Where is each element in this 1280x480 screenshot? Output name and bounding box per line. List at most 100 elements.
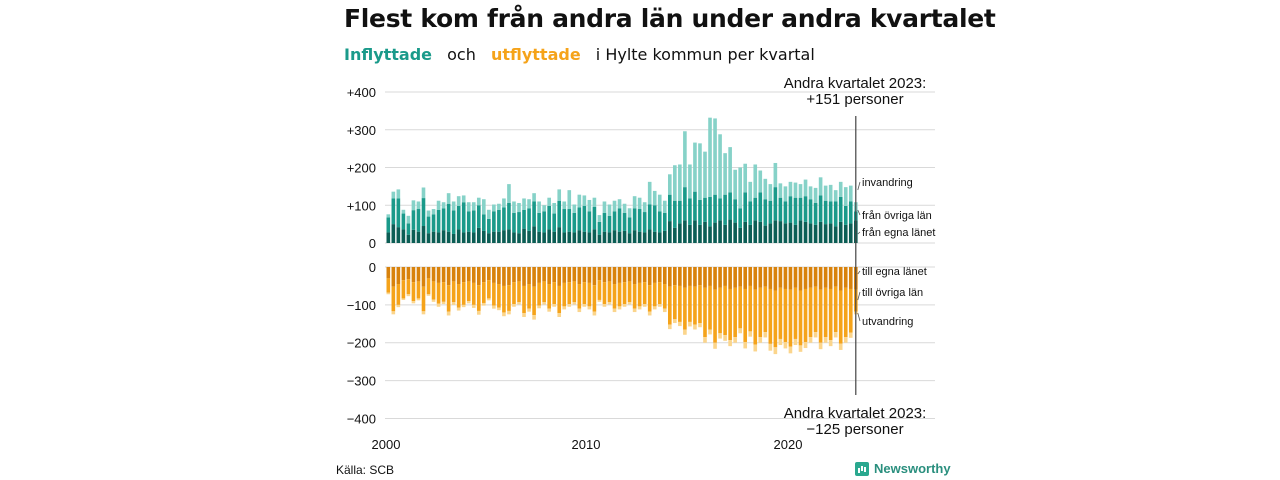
bar-segment-utvandring (627, 302, 632, 305)
bar-segment-från-egna-länet (562, 232, 567, 243)
bar-segment-från-egna-länet (698, 224, 702, 243)
bar-segment-invandring (607, 204, 612, 216)
bar-segment-utvandring (733, 337, 737, 343)
series-label-fran-ovriga-lan: från övriga län (862, 210, 932, 222)
bar-segment-invandring (718, 134, 722, 199)
bar-segment-invandring (678, 164, 682, 201)
bar-segment-från-egna-länet (748, 224, 753, 243)
bar-segment-invandring (748, 181, 753, 202)
bar-segment-utvandring (456, 307, 461, 311)
bar-segment-från-övriga-län (426, 216, 431, 234)
bar-segment-utvandring (713, 342, 717, 349)
bar-segment-från-övriga-län (788, 196, 793, 223)
series-label-till-ovriga-lan: till övriga län (862, 287, 923, 299)
bar-segment-till-egna-länet (783, 267, 788, 289)
bar-segment-invandring (577, 194, 582, 208)
bar-segment-utvandring (632, 308, 637, 313)
bar-segment-till-övriga-län (552, 282, 557, 305)
bar-segment-utvandring (421, 311, 426, 315)
bar-segment-från-övriga-län (502, 207, 506, 231)
bar-segment-utvandring (517, 302, 521, 305)
bar-segment-från-egna-länet (391, 224, 396, 243)
bar-segment-från-egna-länet (808, 223, 813, 243)
bar-segment-utvandring (818, 342, 823, 350)
bar-segment-till-övriga-län (401, 280, 406, 299)
bar-segment-från-övriga-län (602, 212, 607, 232)
bar-segment-utvandring (753, 344, 758, 352)
bar-segment-invandring (597, 215, 602, 222)
bar-segment-till-övriga-län (637, 282, 642, 307)
bar-segment-invandring (552, 202, 557, 214)
bar-segment-från-egna-länet (793, 224, 798, 243)
y-tick-label: 0 (369, 236, 376, 251)
bar-segment-från-egna-länet (401, 229, 406, 243)
bar-segment-till-egna-länet (552, 267, 557, 283)
bar-segment-från-egna-länet (713, 222, 717, 243)
bar-segment-från-övriga-län (823, 200, 828, 225)
bar-segment-utvandring (527, 308, 531, 312)
bar-segment-till-övriga-län (517, 281, 521, 303)
bars-outflow (386, 267, 858, 355)
bar-segment-från-egna-länet (743, 221, 748, 243)
bar-segment-till-egna-länet (441, 267, 446, 283)
bar-segment-till-egna-länet (823, 267, 828, 288)
bar-segment-utvandring (738, 328, 742, 334)
bar-segment-invandring (803, 179, 808, 197)
bar-segment-till-egna-länet (838, 267, 843, 291)
bar-segment-från-egna-länet (582, 231, 587, 243)
bar-segment-invandring (532, 193, 536, 202)
bar-segment-till-egna-länet (482, 267, 486, 283)
bar-segment-till-övriga-län (502, 285, 506, 313)
bar-segment-utvandring (678, 321, 682, 327)
bar-segment-till-egna-länet (492, 267, 496, 283)
bar-segment-till-övriga-län (461, 282, 466, 305)
bar-segment-till-egna-länet (471, 267, 476, 283)
bar-segment-invandring (497, 203, 501, 210)
bar-segment-från-övriga-län (738, 208, 742, 228)
bar-segment-invandring (627, 208, 632, 218)
bar-segment-från-övriga-län (763, 199, 768, 226)
bar-segment-till-övriga-län (507, 285, 511, 311)
bar-segment-från-övriga-län (758, 192, 763, 222)
bar-segment-från-övriga-län (401, 213, 406, 230)
bar-segment-till-övriga-län (733, 287, 737, 338)
bar-segment-utvandring (492, 305, 496, 309)
bar-segment-invandring (693, 142, 697, 192)
bar-segment-till-egna-länet (748, 267, 753, 286)
bar-segment-till-övriga-län (492, 282, 496, 306)
bar-segment-utvandring (647, 311, 652, 316)
bar-segment-från-övriga-län (532, 201, 536, 227)
bar-segment-till-övriga-län (778, 287, 783, 339)
bar-segment-till-egna-länet (487, 267, 491, 281)
bar-segment-från-egna-länet (602, 231, 607, 243)
bar-segment-till-egna-länet (497, 267, 501, 285)
y-tick-label: +200 (347, 161, 376, 176)
x-tick-label: 2000 (372, 437, 401, 452)
bar-segment-till-övriga-län (617, 282, 622, 307)
bar-segment-till-övriga-län (632, 284, 637, 309)
bar-segment-från-egna-länet (436, 232, 441, 243)
bar-segment-från-övriga-län (517, 212, 521, 234)
bar-segment-till-egna-länet (386, 267, 391, 279)
y-tick-label: −400 (347, 411, 376, 426)
bar-segment-till-egna-länet (466, 267, 471, 282)
bar-segment-från-övriga-län (642, 212, 647, 233)
bar-segment-från-egna-länet (552, 231, 557, 243)
bar-segment-till-övriga-län (718, 287, 722, 334)
bar-segment-invandring (823, 185, 828, 201)
bar-segment-till-egna-länet (813, 267, 818, 287)
bar-segment-från-egna-länet (843, 224, 848, 243)
bar-segment-invandring (713, 118, 717, 195)
bar-segment-från-egna-länet (497, 231, 501, 243)
bar-segment-utvandring (848, 332, 853, 338)
bar-segment-till-övriga-län (642, 282, 647, 305)
bar-segment-invandring (778, 183, 783, 198)
bar-segment-från-övriga-län (527, 208, 531, 231)
bar-segment-till-egna-länet (743, 267, 748, 289)
bar-segment-till-egna-länet (778, 267, 783, 288)
label-leader (857, 270, 861, 275)
bar-segment-utvandring (552, 304, 557, 307)
bar-segment-från-egna-länet (798, 220, 803, 243)
bar-segment-från-egna-länet (441, 230, 446, 243)
bar-segment-till-övriga-län (466, 281, 471, 302)
